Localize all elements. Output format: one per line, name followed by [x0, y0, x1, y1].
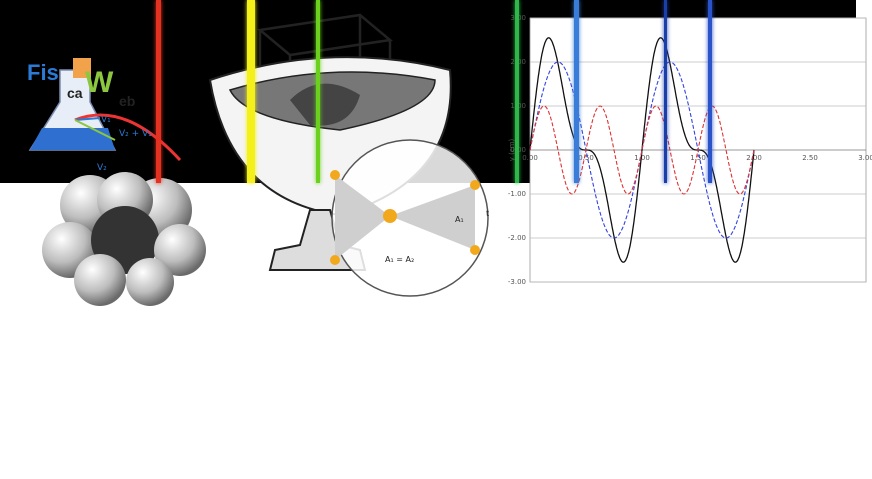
planet-dot	[330, 255, 340, 265]
logo-eb: eb	[119, 93, 135, 109]
wave-chart: 3.002.001.000.00-1.00-2.00-3.00 0.000.50…	[500, 0, 872, 300]
spectral-line	[156, 0, 161, 183]
y-tick-label: -2.00	[508, 234, 526, 242]
x-tick-label: 2.50	[802, 154, 818, 162]
logo-w: W	[85, 66, 114, 99]
label-v2-plus-v1: V₂ + V₁	[119, 129, 152, 139]
spectral-line	[515, 0, 519, 183]
sun-dot	[383, 209, 397, 223]
spectral-line	[664, 0, 667, 183]
label-area-equality: A₁ = A₂	[385, 255, 414, 264]
label-a1: A₁	[455, 215, 464, 224]
x-tick-label: 3.00	[858, 154, 872, 162]
planet-dot	[330, 170, 340, 180]
logo-ca: ca	[67, 85, 83, 101]
y-tick-label: -3.00	[508, 278, 526, 286]
spectral-line	[316, 0, 320, 183]
x-tick-label: 0.00	[522, 154, 538, 162]
spectral-line	[247, 0, 255, 183]
y-tick-label: -1.00	[508, 190, 526, 198]
x-tick-label: 0.50	[578, 154, 594, 162]
x-tick-label: 1.50	[690, 154, 706, 162]
spectral-line	[708, 0, 712, 183]
atom-sphere	[126, 258, 174, 306]
label-v1: V₁	[101, 115, 111, 125]
label-t: t	[486, 209, 489, 218]
logo-fis: Fis	[27, 60, 59, 85]
atom-sphere	[74, 254, 126, 306]
molecule-model	[30, 170, 220, 310]
fisica-web-logo: Fis ca W eb V₁ V₂ + V₁ V₂	[15, 40, 195, 190]
planet-dot	[470, 180, 480, 190]
flask-liquid	[30, 128, 115, 150]
planet-dot	[470, 245, 480, 255]
spectral-line	[574, 0, 579, 183]
